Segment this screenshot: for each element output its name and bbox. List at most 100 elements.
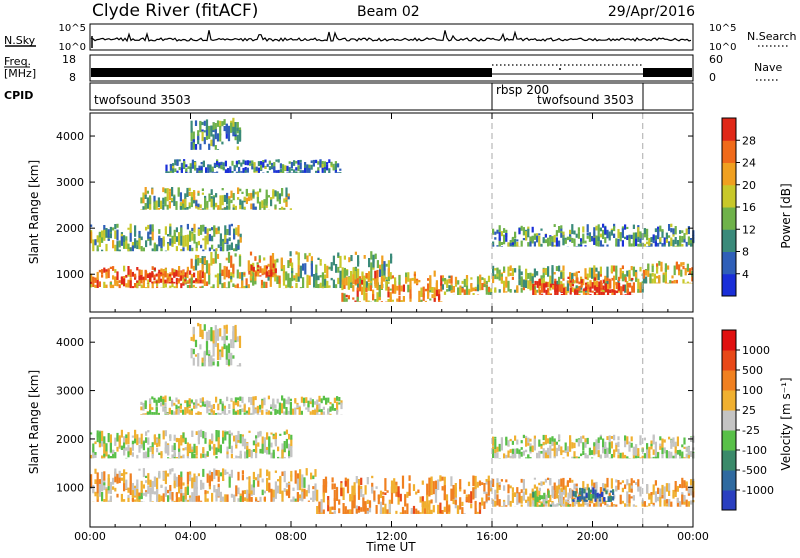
heatmap-cell	[176, 457, 178, 458]
heatmap-cell	[235, 435, 237, 446]
heatmap-cell	[259, 275, 261, 276]
heatmap-cell	[666, 239, 668, 243]
heatmap-cell	[288, 444, 290, 451]
heatmap-cell	[334, 398, 336, 403]
heatmap-cell	[140, 414, 142, 415]
heatmap-cell	[224, 470, 226, 476]
heatmap-cell	[370, 251, 372, 259]
heatmap-cell	[681, 444, 683, 447]
heatmap-cell	[250, 413, 252, 415]
heatmap-cell	[472, 496, 474, 500]
heatmap-cell	[250, 252, 252, 256]
heatmap-cell	[219, 273, 221, 284]
heatmap-cell	[545, 495, 547, 501]
heatmap-cell	[551, 242, 553, 247]
heatmap-cell	[390, 256, 392, 263]
heatmap-cell	[338, 508, 340, 513]
heatmap-cell	[675, 246, 677, 247]
heatmap-cell	[180, 283, 182, 288]
heatmap-cell	[251, 274, 253, 277]
heatmap-cell	[290, 208, 292, 209]
heatmap-cell	[552, 502, 554, 506]
heatmap-cell	[162, 187, 164, 192]
heatmap-cell	[494, 501, 496, 507]
heatmap-cell	[576, 277, 578, 282]
heatmap-cell	[514, 455, 516, 457]
heatmap-cell	[169, 485, 171, 491]
heatmap-cell	[523, 435, 525, 438]
heatmap-cell	[331, 278, 333, 280]
heatmap-cell	[613, 226, 615, 231]
heatmap-cell	[220, 492, 222, 502]
heatmap-cell	[570, 287, 572, 294]
heatmap-cell	[680, 262, 682, 266]
heatmap-cell	[255, 192, 257, 195]
heatmap-cell	[582, 226, 584, 232]
heatmap-cell	[598, 224, 600, 234]
heatmap-cell	[145, 431, 147, 436]
heatmap-cell	[606, 504, 608, 507]
heatmap-cell	[176, 285, 178, 289]
heatmap-cell	[224, 494, 226, 502]
heatmap-cell	[661, 229, 663, 232]
heatmap-cell	[291, 268, 293, 281]
heatmap-cell	[138, 280, 140, 285]
heatmap-cell	[199, 324, 201, 337]
heatmap-cell	[683, 480, 685, 488]
heatmap-cell	[114, 469, 116, 477]
heatmap-cell	[202, 447, 204, 453]
heatmap-cell	[516, 440, 518, 445]
heatmap-cell	[252, 407, 254, 414]
heatmap-cell	[392, 300, 394, 302]
heatmap-cell	[123, 469, 125, 475]
heatmap-cell	[189, 475, 191, 482]
heatmap-cell	[448, 279, 450, 284]
heatmap-cell	[343, 503, 345, 514]
heatmap-cell	[355, 252, 357, 255]
heatmap-cell	[251, 497, 253, 502]
heatmap-cell	[631, 278, 633, 280]
heatmap-cell	[628, 484, 630, 493]
heatmap-cell	[426, 484, 428, 496]
heatmap-cell	[191, 447, 193, 450]
heatmap-cell	[174, 473, 176, 480]
heatmap-cell	[466, 285, 468, 291]
heatmap-cell	[615, 505, 617, 507]
heatmap-cell	[257, 197, 259, 204]
heatmap-cell	[387, 287, 389, 292]
heatmap-cell	[407, 272, 409, 282]
heatmap-cell	[368, 274, 370, 283]
heatmap-cell	[244, 497, 246, 501]
heatmap-cell	[565, 443, 567, 451]
heatmap-cell	[569, 478, 571, 483]
heatmap-cell	[382, 507, 384, 514]
heatmap-cell	[248, 284, 250, 288]
heatmap-cell	[650, 457, 652, 458]
heatmap-cell	[507, 281, 509, 292]
heatmap-cell	[560, 479, 562, 487]
heatmap-cell	[337, 253, 339, 257]
heatmap-cell	[94, 469, 96, 474]
heatmap-cell	[464, 289, 466, 295]
heatmap-cell	[336, 410, 338, 415]
heatmap-cell	[339, 271, 341, 284]
heatmap-cell	[440, 301, 442, 302]
heatmap-cell	[336, 402, 338, 405]
heatmap-cell	[383, 261, 385, 271]
heatmap-cell	[406, 503, 408, 514]
heatmap-cell	[563, 490, 565, 494]
heatmap-cell	[600, 503, 602, 507]
heatmap-cell	[688, 226, 690, 234]
heatmap-cell	[224, 432, 226, 441]
heatmap-cell	[571, 457, 573, 459]
heatmap-cell	[266, 409, 268, 412]
heatmap-cell	[436, 280, 438, 290]
heatmap-cell	[180, 410, 182, 413]
heatmap-cell	[674, 280, 676, 284]
heatmap-cell	[153, 281, 155, 283]
heatmap-cell	[529, 439, 531, 442]
y-tick-label: 1000	[56, 481, 84, 494]
heatmap-cell	[464, 490, 466, 494]
heatmap-cell	[274, 190, 276, 196]
heatmap-cell	[653, 449, 655, 455]
